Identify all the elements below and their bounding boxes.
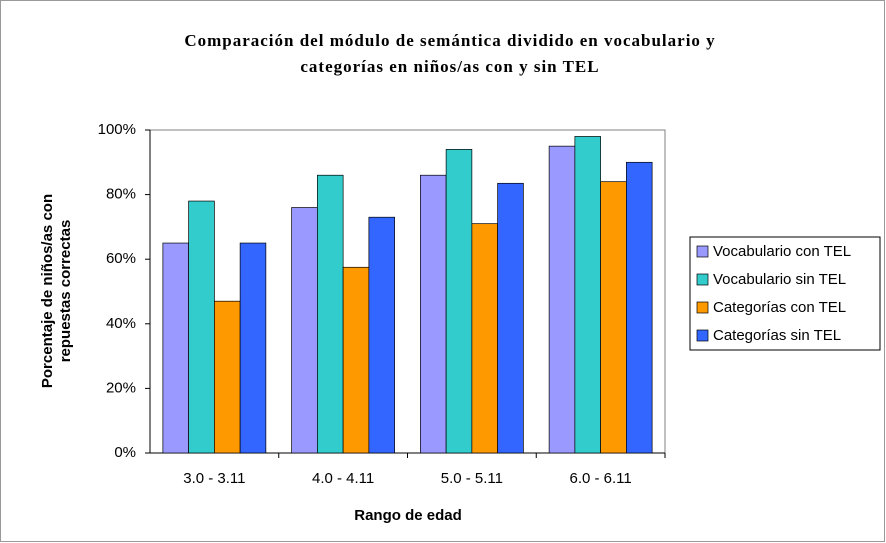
legend-label: Categorías sin TEL — [713, 327, 841, 344]
bar — [574, 136, 601, 454]
bar — [162, 242, 189, 454]
y-axis-title-line: repuestas correctas — [57, 220, 74, 363]
bar — [368, 216, 395, 454]
bar — [445, 149, 473, 454]
legend — [689, 236, 881, 351]
bar — [188, 200, 215, 454]
y-tick-label: 0% — [114, 444, 136, 461]
legend-label: Vocabulario con TEL — [713, 243, 851, 260]
bar — [471, 223, 498, 454]
bar — [626, 161, 653, 454]
legend-swatch — [696, 273, 709, 286]
bar — [291, 207, 318, 454]
y-tick-label: 40% — [106, 315, 136, 332]
legend-label: Categorías con TEL — [713, 299, 846, 316]
bar — [342, 266, 370, 454]
x-axis-title: Rango de edad — [354, 507, 462, 524]
bar — [214, 300, 241, 454]
y-axis-title-line: Porcentaje de niños/as con — [39, 194, 56, 388]
x-tick-label: 4.0 - 4.11 — [312, 470, 374, 487]
y-tick-label: 100% — [98, 121, 136, 138]
x-tick-label: 5.0 - 5.11 — [441, 470, 503, 487]
x-tick-label: 6.0 - 6.11 — [569, 470, 631, 487]
legend-swatch — [696, 245, 709, 258]
legend-label: Vocabulario sin TEL — [713, 271, 846, 288]
bar — [317, 174, 344, 454]
bar — [420, 174, 447, 454]
y-tick-label: 20% — [106, 379, 136, 396]
bar — [600, 181, 627, 454]
bar — [239, 242, 267, 454]
x-tick-label: 3.0 - 3.11 — [183, 470, 245, 487]
y-tick-label: 60% — [106, 250, 136, 267]
y-axis-title: Porcentaje de niños/as con repuestas cor… — [39, 194, 74, 388]
chart-title: Comparación del módulo de semántica divi… — [184, 31, 715, 50]
bar — [548, 145, 576, 454]
legend-swatch — [696, 329, 709, 342]
bar — [497, 182, 524, 454]
chart-title: categorías en niños/as con y sin TEL — [300, 57, 599, 76]
legend-swatch — [696, 301, 709, 314]
y-tick-label: 80% — [106, 186, 136, 203]
